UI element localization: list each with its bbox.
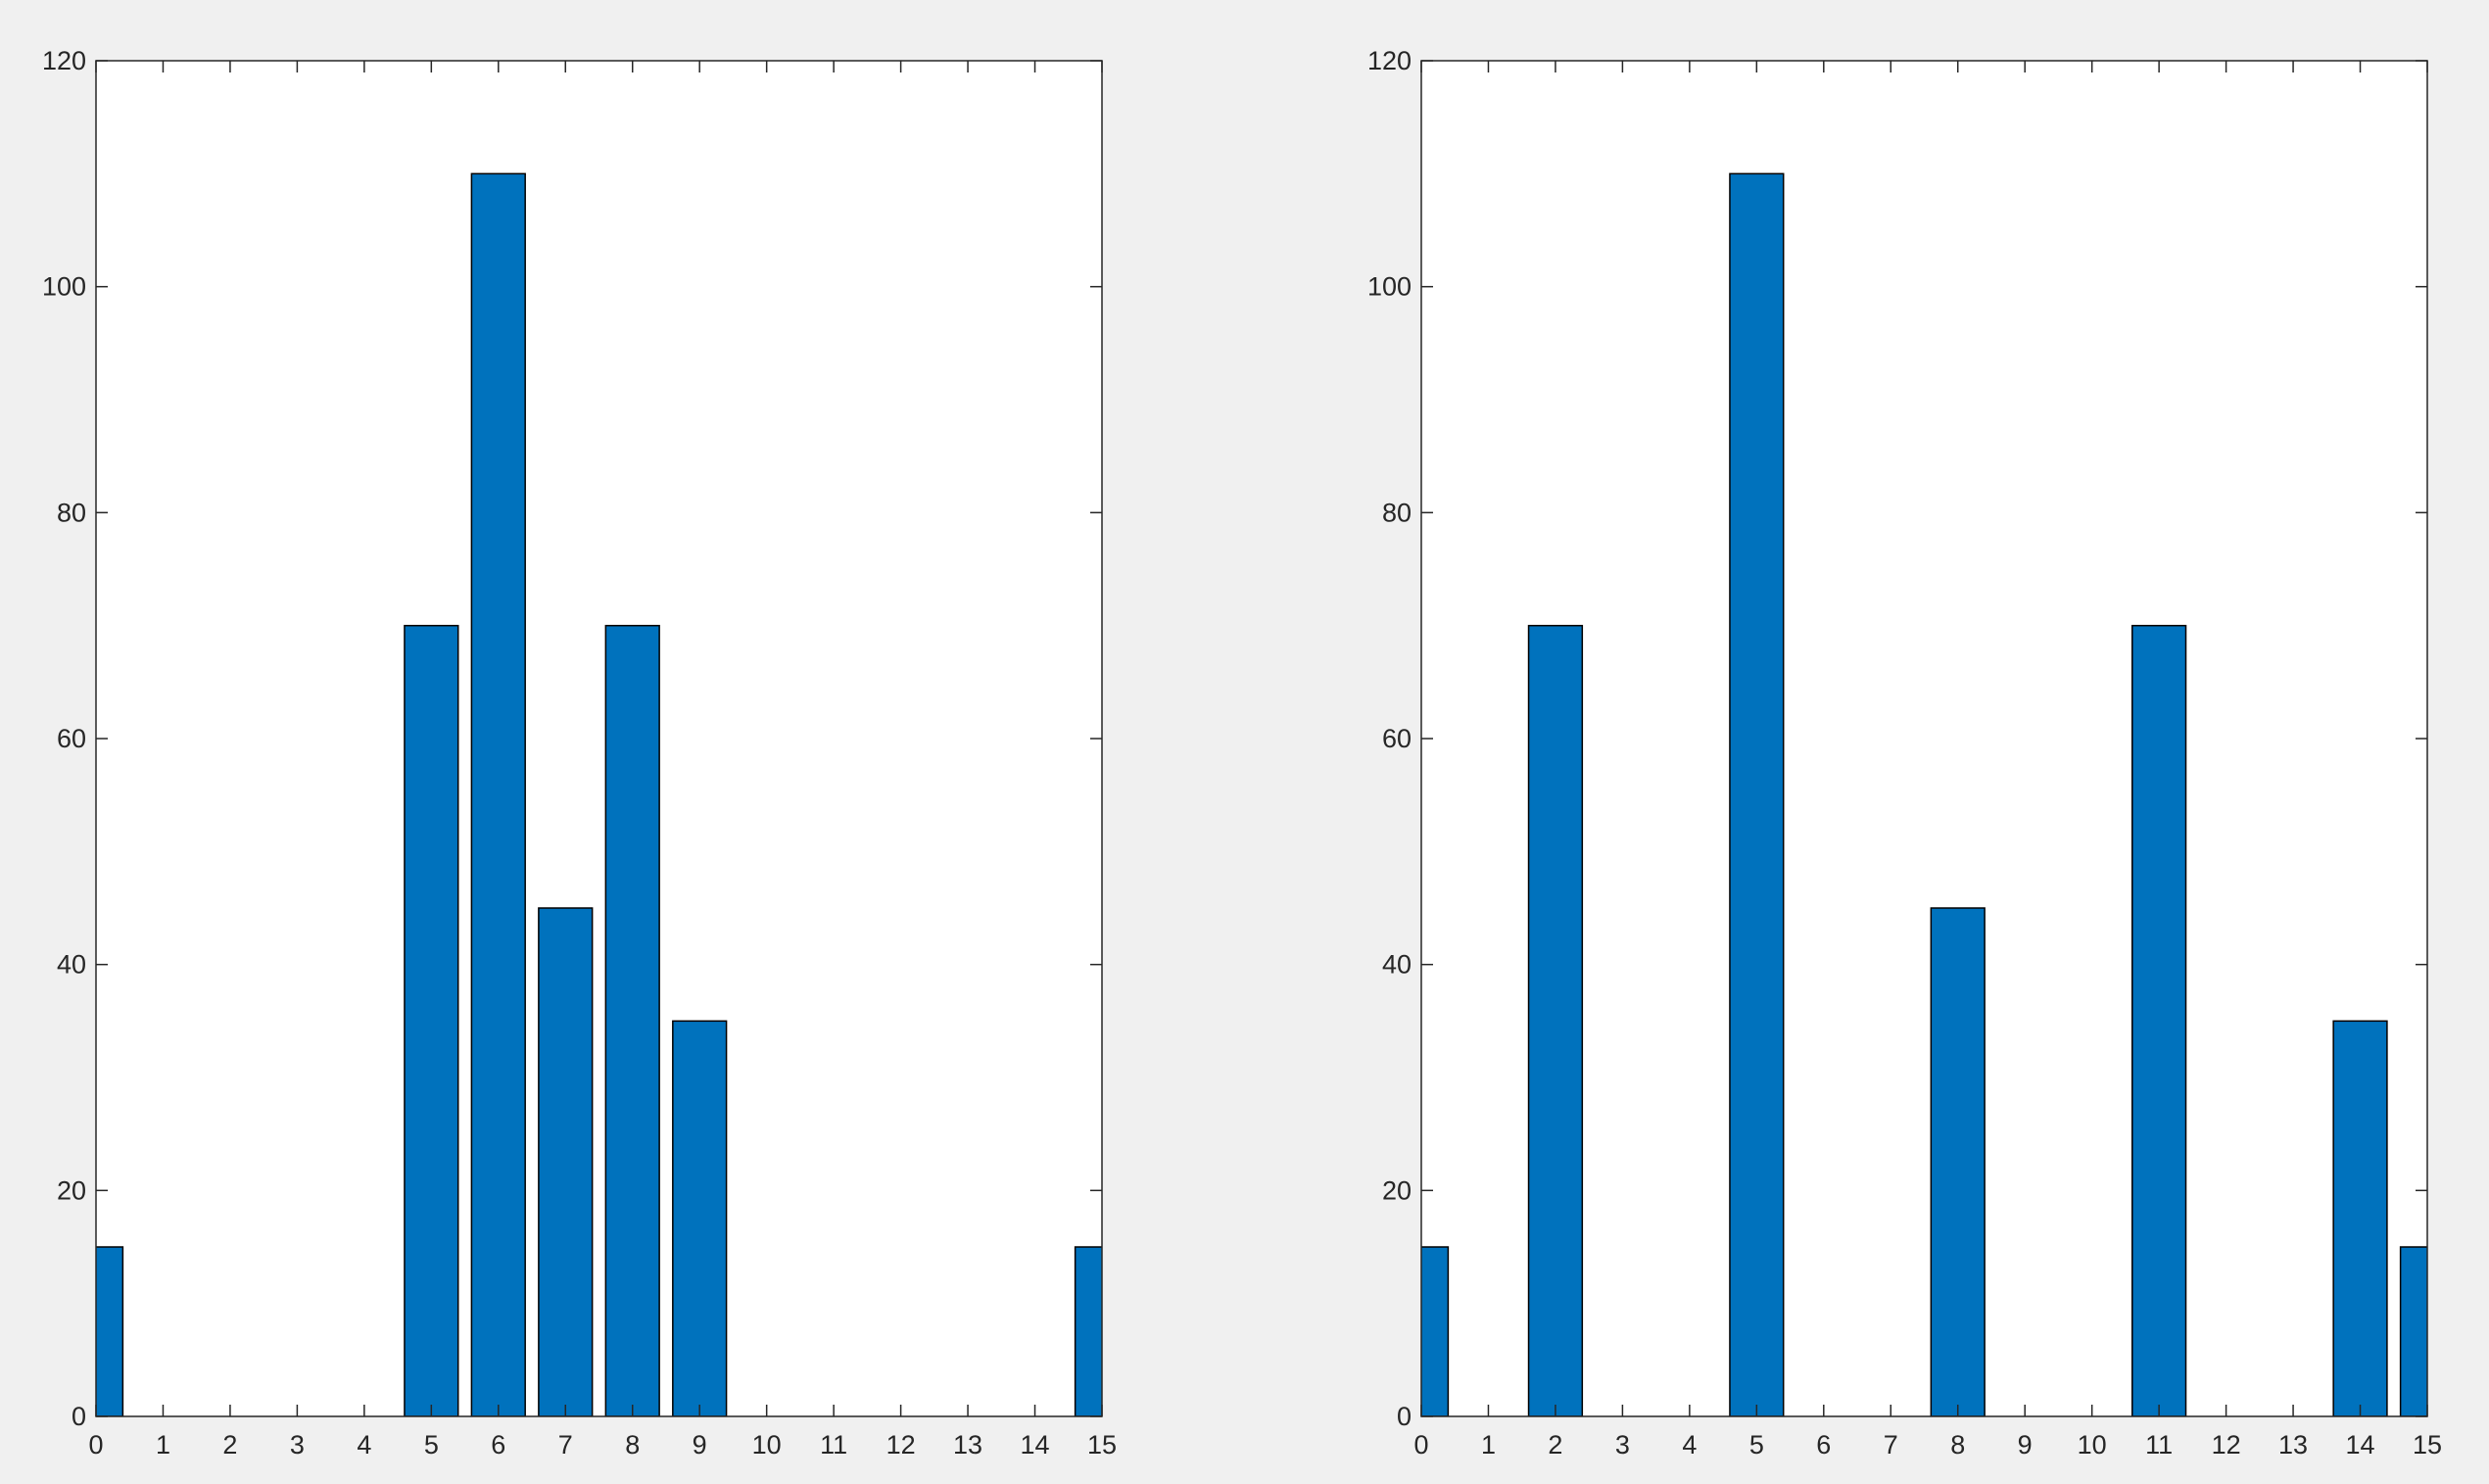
x-tick-label: 0 xyxy=(88,1430,103,1460)
y-tick-label: 120 xyxy=(1367,46,1412,75)
y-tick-label: 60 xyxy=(57,724,86,753)
x-tick-label: 7 xyxy=(558,1430,573,1460)
x-tick-label: 10 xyxy=(752,1430,782,1460)
y-tick-label: 60 xyxy=(1382,724,1412,753)
x-tick-label: 11 xyxy=(820,1430,847,1460)
x-tick-label: 1 xyxy=(1481,1430,1496,1460)
y-tick-label: 100 xyxy=(1367,272,1412,302)
bar-8 xyxy=(604,624,660,1416)
y-tick-label: 120 xyxy=(42,46,86,75)
x-tick-label: 1 xyxy=(156,1430,170,1460)
x-tick-label: 13 xyxy=(953,1430,982,1460)
x-tick-label: 2 xyxy=(1548,1430,1562,1460)
x-tick-label: 8 xyxy=(625,1430,640,1460)
bar-series xyxy=(96,172,1102,1416)
bar-15 xyxy=(1074,1246,1102,1416)
x-tick-label: 2 xyxy=(222,1430,237,1460)
x-tick-label: 12 xyxy=(886,1430,916,1460)
bar-0 xyxy=(96,1246,124,1416)
y-tick-label: 20 xyxy=(57,1175,86,1205)
x-tick-label: 9 xyxy=(693,1430,707,1460)
bar-7 xyxy=(538,907,594,1416)
x-tick-label: 11 xyxy=(2145,1430,2173,1460)
x-tick-label: 8 xyxy=(1950,1430,1965,1460)
bar-14 xyxy=(2332,1020,2388,1416)
bar-0 xyxy=(1421,1246,1450,1416)
plot-area xyxy=(1421,61,2427,1416)
x-tick-label: 14 xyxy=(2346,1430,2375,1460)
bar-5 xyxy=(1729,172,1785,1416)
bar-11 xyxy=(2130,624,2187,1416)
bar-5 xyxy=(404,624,459,1416)
x-tick-label: 10 xyxy=(2078,1430,2107,1460)
x-tick-label: 7 xyxy=(1884,1430,1898,1460)
x-tick-label: 15 xyxy=(1087,1430,1117,1460)
x-tick-label: 5 xyxy=(1749,1430,1764,1460)
y-tick-label: 0 xyxy=(72,1402,86,1431)
y-tick-label: 40 xyxy=(1382,950,1412,980)
x-tick-label: 0 xyxy=(1413,1430,1428,1460)
x-tick-label: 4 xyxy=(357,1430,371,1460)
x-tick-label: 3 xyxy=(290,1430,305,1460)
bar-2 xyxy=(1527,624,1584,1416)
bar-9 xyxy=(672,1020,728,1416)
y-tick-label: 80 xyxy=(57,498,86,527)
x-tick-label: 5 xyxy=(424,1430,439,1460)
bar-6 xyxy=(470,172,526,1416)
x-tick-label: 3 xyxy=(1615,1430,1630,1460)
bar-8 xyxy=(1930,907,1986,1416)
plot-area xyxy=(96,61,1102,1416)
y-tick-label: 0 xyxy=(1397,1402,1412,1431)
x-tick-label: 4 xyxy=(1682,1430,1697,1460)
x-tick-label: 13 xyxy=(2278,1430,2308,1460)
y-tick-label: 20 xyxy=(1382,1175,1412,1205)
bar-15 xyxy=(2399,1246,2427,1416)
x-tick-label: 12 xyxy=(2212,1430,2241,1460)
x-tick-label: 15 xyxy=(2413,1430,2442,1460)
bar-series xyxy=(1421,172,2427,1416)
x-tick-label: 9 xyxy=(2018,1430,2033,1460)
y-tick-label: 80 xyxy=(1382,498,1412,527)
x-tick-label: 6 xyxy=(1816,1430,1831,1460)
y-tick-label: 100 xyxy=(42,272,86,302)
x-tick-label: 14 xyxy=(1021,1430,1050,1460)
x-tick-label: 6 xyxy=(491,1430,505,1460)
y-tick-label: 40 xyxy=(57,950,86,980)
